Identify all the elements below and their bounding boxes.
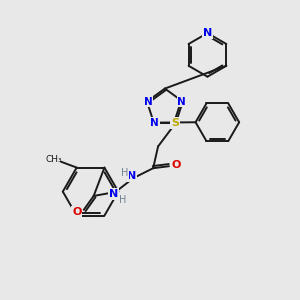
Text: O: O <box>72 207 82 217</box>
Text: N: N <box>109 189 118 199</box>
Text: H: H <box>119 195 126 205</box>
Text: H: H <box>121 168 128 178</box>
Text: CH₃: CH₃ <box>46 155 62 164</box>
Text: N: N <box>150 118 159 128</box>
Text: S: S <box>171 118 179 128</box>
Text: O: O <box>171 160 181 170</box>
Text: N: N <box>203 28 212 38</box>
Text: N: N <box>177 97 186 106</box>
Text: N: N <box>127 171 136 181</box>
Text: N: N <box>144 97 152 106</box>
